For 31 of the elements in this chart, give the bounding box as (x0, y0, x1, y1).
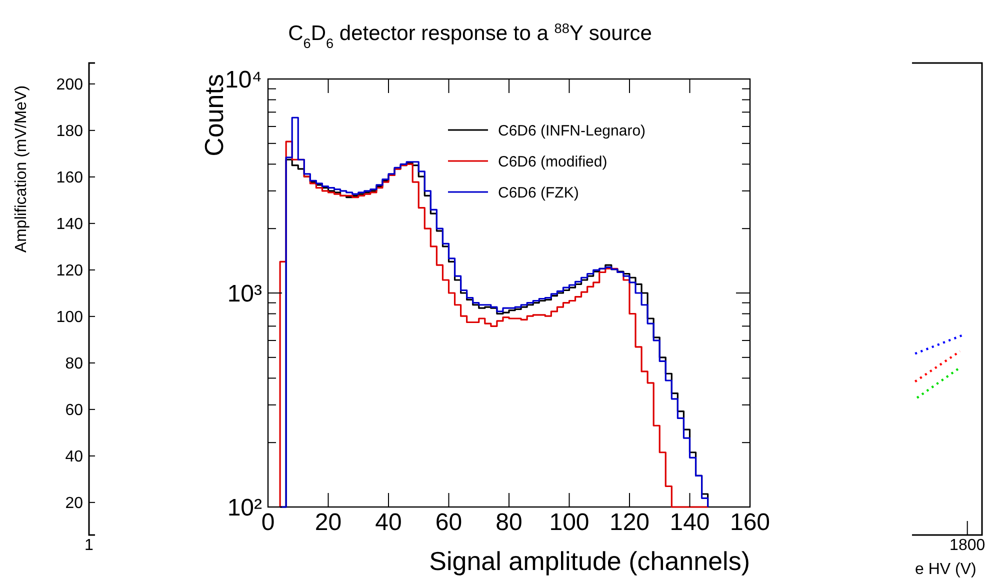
y-tick-label: 180 (56, 123, 84, 140)
x-tick-label: 1 (84, 537, 94, 554)
y-tick-label: 60 (65, 402, 84, 420)
y-axis-title: Amplification (mV/MeV) (13, 85, 30, 253)
chart-title: C$_{6}$D$_{6}$ detector response to a $^{88}$Y source (288, 20, 652, 50)
x-tick-label: 60 (435, 508, 462, 536)
x-tick-label: 1800 (950, 537, 986, 554)
y-tick-label: 40 (65, 448, 84, 466)
x-axis-title: Signal amplitude (channels) (429, 546, 750, 576)
legend-label: C6D6 (FZK) (498, 184, 579, 202)
x-tick-label: 20 (314, 508, 342, 536)
x-tick-label: 100 (549, 508, 590, 536)
y-tick-label: 160 (56, 170, 84, 187)
y-tick-label: 140 (56, 216, 84, 234)
y-tick-label: 100 (56, 309, 84, 326)
x-tick-label: 80 (496, 508, 522, 536)
y-tick-label: 10⁴ (224, 66, 262, 94)
x-tick-label: 120 (609, 508, 650, 536)
x-tick-label: 140 (670, 508, 710, 536)
y-tick-label: 10³ (227, 280, 262, 308)
legend-label: C6D6 (INFN-Legnaro) (498, 122, 646, 140)
y-tick-label: 80 (65, 356, 84, 373)
y-tick-label: 20 (65, 495, 84, 512)
x-axis-title: e HV (V) (915, 561, 976, 578)
x-tick-label: 160 (730, 508, 770, 536)
x-tick-label: 0 (261, 508, 275, 536)
y-tick-label: 120 (56, 262, 84, 280)
y-tick-label: 10² (227, 494, 262, 522)
x-tick-label: 40 (375, 508, 402, 536)
legend-label: C6D6 (modified) (498, 153, 608, 170)
y-tick-label: 200 (56, 76, 84, 94)
